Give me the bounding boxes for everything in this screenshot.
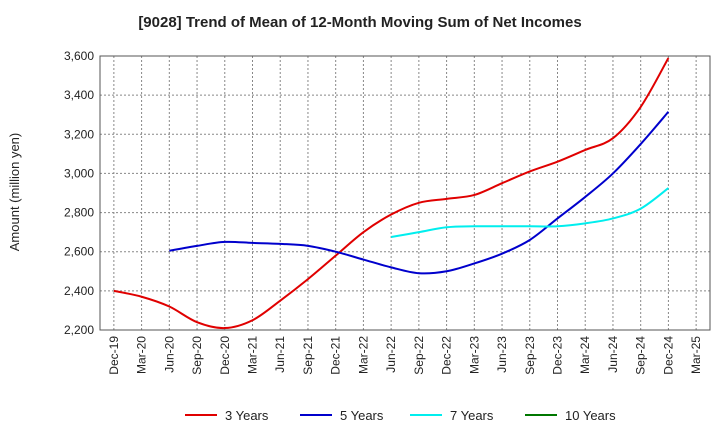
y-tick-label: 3,000 xyxy=(64,166,94,180)
y-tick-label: 3,400 xyxy=(64,88,94,102)
y-tick-label: 2,800 xyxy=(64,206,94,220)
x-tick-label: Sep-23 xyxy=(523,336,537,375)
chart-title: [9028] Trend of Mean of 12-Month Moving … xyxy=(138,14,582,31)
x-tick-label: Dec-19 xyxy=(107,336,121,375)
legend-label-7-years: 7 Years xyxy=(450,408,494,423)
x-tick-label: Mar-25 xyxy=(689,336,703,374)
x-tick-label: Dec-20 xyxy=(218,336,232,375)
series-line-7-years xyxy=(390,187,670,239)
x-tick-label: Dec-21 xyxy=(329,336,343,375)
legend: 3 Years 5 Years 7 Years 10 Years xyxy=(185,408,616,423)
y-tick-label: 2,400 xyxy=(64,284,94,298)
x-tick-label: Mar-21 xyxy=(246,336,260,374)
x-tick-label: Dec-23 xyxy=(551,336,565,375)
series-line-3-years xyxy=(113,57,670,330)
y-axis-label: Amount (million yen) xyxy=(7,133,22,252)
y-axis-ticks: 2,200 2,400 2,600 2,800 3,000 3,200 3,400 3,600 xyxy=(64,49,94,337)
x-tick-label: Dec-22 xyxy=(440,336,454,375)
legend-label-10-years: 10 Years xyxy=(565,408,616,423)
series-lines xyxy=(113,57,670,330)
x-tick-label: Jun-20 xyxy=(162,336,176,373)
x-tick-label: Jun-22 xyxy=(384,336,398,373)
x-tick-label: Sep-24 xyxy=(634,336,648,375)
x-tick-label: Mar-20 xyxy=(135,336,149,374)
grid xyxy=(100,55,710,331)
x-tick-label: Mar-23 xyxy=(467,336,481,374)
legend-label-3-years: 3 Years xyxy=(225,408,269,423)
x-axis-ticks: Dec-19 Mar-20 Jun-20 Sep-20 Dec-20 Mar-21 Jun-… xyxy=(107,336,703,375)
x-tick-label: Jun-21 xyxy=(273,336,287,373)
x-tick-label: Sep-20 xyxy=(190,336,204,375)
y-tick-label: 2,200 xyxy=(64,323,94,337)
x-tick-label: Jun-24 xyxy=(606,336,620,373)
x-tick-label: Sep-22 xyxy=(412,336,426,375)
x-tick-label: Dec-24 xyxy=(661,336,675,375)
y-tick-label: 3,600 xyxy=(64,49,94,63)
x-tick-label: Sep-21 xyxy=(301,336,315,375)
legend-label-5-years: 5 Years xyxy=(340,408,384,423)
plot-area-frame xyxy=(99,55,711,331)
series-line-5-years xyxy=(169,111,670,275)
x-tick-label: Mar-22 xyxy=(356,336,370,374)
y-tick-label: 3,200 xyxy=(64,127,94,141)
x-tick-label: Mar-24 xyxy=(578,336,592,374)
y-tick-label: 2,600 xyxy=(64,245,94,259)
x-tick-label: Jun-23 xyxy=(495,336,509,373)
